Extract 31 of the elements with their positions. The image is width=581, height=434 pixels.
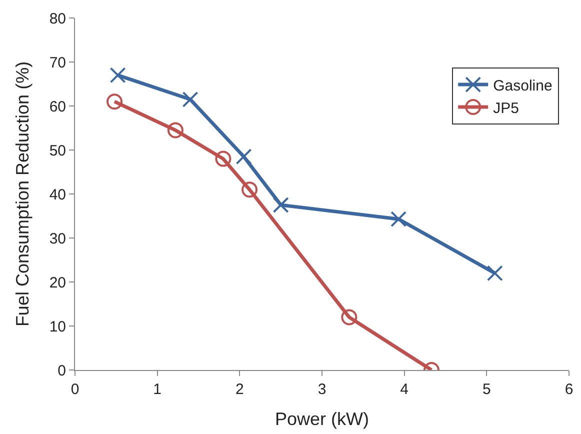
x-tick-label: 6 <box>564 381 574 398</box>
x-tick-label: 3 <box>318 381 326 398</box>
legend-label: JP5 <box>493 100 519 117</box>
point <box>341 309 358 326</box>
point <box>167 122 184 138</box>
y-tick-label: 60 <box>49 98 66 116</box>
y-tick-label: 70 <box>49 54 66 72</box>
x-tick-label: 4 <box>400 381 408 398</box>
y-tick-label: 80 <box>49 10 66 28</box>
point <box>272 197 289 213</box>
point <box>486 265 503 282</box>
point <box>110 67 126 84</box>
point <box>182 91 198 108</box>
point <box>242 182 258 198</box>
x-tick-label: 0 <box>70 381 80 398</box>
x-tick-label: 5 <box>482 381 491 398</box>
y-tick-label: 0 <box>58 362 66 380</box>
y-tick-label: 40 <box>49 186 66 204</box>
point <box>390 211 407 228</box>
x-axis-title: Power (kW) <box>275 409 369 430</box>
y-tick-label: 50 <box>49 142 66 160</box>
y-tick-label: 20 <box>49 274 66 292</box>
y-axis-title: Fuel Consumption Reduction (%) <box>12 61 33 327</box>
point <box>106 94 123 110</box>
x-tick-label: 2 <box>236 381 244 398</box>
x-tick-label: 1 <box>153 381 162 398</box>
point <box>215 150 232 167</box>
y-tick-label: 30 <box>49 230 66 248</box>
y-tick-label: 10 <box>49 318 66 336</box>
legend-label: Gasoline <box>493 77 552 94</box>
point <box>236 148 252 165</box>
